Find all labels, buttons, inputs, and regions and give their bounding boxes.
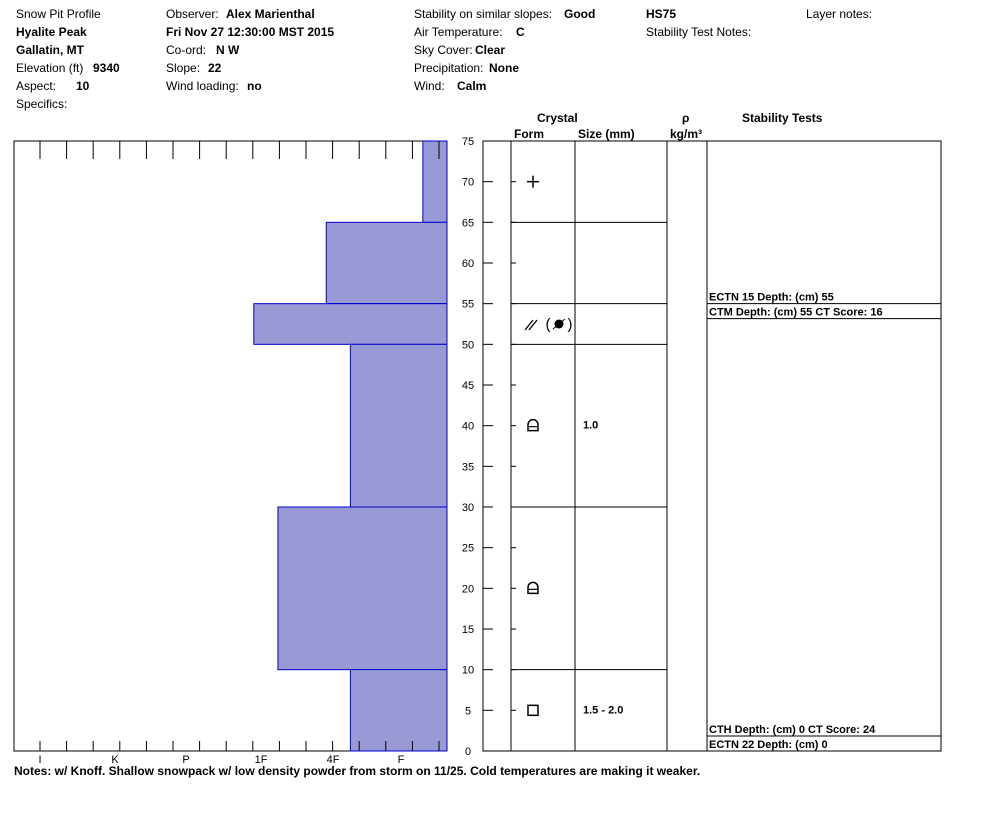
observer-label: Observer: bbox=[166, 7, 219, 21]
precipitation-value: None bbox=[489, 61, 519, 75]
precipitation-label: Precipitation: bbox=[414, 61, 484, 75]
hardness-bar-4 bbox=[277, 506, 448, 671]
region-name: Gallatin, MT bbox=[16, 43, 85, 57]
aspect-value: 10 bbox=[76, 79, 90, 93]
depth-tick-label-50: 50 bbox=[462, 339, 474, 351]
density-unit: kg/m³ bbox=[670, 127, 703, 141]
wind-value: Calm bbox=[457, 79, 487, 93]
grain-size-label-3: 1.0 bbox=[583, 420, 598, 432]
coord-label: Co-ord: bbox=[166, 43, 207, 57]
location-name: Hyalite Peak bbox=[16, 25, 87, 39]
hardness-label-1F: 1F bbox=[255, 754, 268, 766]
depth-tick-label-5: 5 bbox=[465, 705, 471, 717]
crystal-header: Crystal bbox=[537, 111, 578, 125]
hardness-label-F: F bbox=[398, 754, 405, 766]
hardness-label-P: P bbox=[182, 754, 189, 766]
depth-tick-label-55: 55 bbox=[462, 299, 474, 311]
stability-test-result: CTH Depth: (cm) 0 CT Score: 24 bbox=[709, 724, 876, 736]
depth-tick-label-45: 45 bbox=[462, 380, 474, 392]
surface-hoar-paren-right: ) bbox=[568, 316, 573, 333]
stability-label: Stability on similar slopes: bbox=[414, 7, 553, 21]
depth-tick-label-60: 60 bbox=[462, 258, 474, 270]
hardness-label-4F: 4F bbox=[327, 754, 340, 766]
faceted-square bbox=[527, 704, 539, 717]
hardness-label-K: K bbox=[111, 754, 119, 766]
depth-tick-label-35: 35 bbox=[462, 461, 474, 473]
depth-tick-label-75: 75 bbox=[462, 136, 474, 148]
hardness-bar-2 bbox=[253, 303, 448, 345]
hardness-bar-1 bbox=[325, 221, 448, 305]
slope-label: Slope: bbox=[166, 61, 201, 75]
hardness-bar-0 bbox=[422, 140, 448, 223]
surface-hoar-icon: () bbox=[524, 316, 573, 333]
stability-value: Good bbox=[564, 7, 596, 21]
specifics-label: Specifics: bbox=[16, 97, 68, 111]
hardness-label-I: I bbox=[38, 754, 41, 766]
profile-grid-frame bbox=[482, 140, 942, 752]
surface-hoar-stroke-2 bbox=[528, 319, 538, 331]
form-header: Form bbox=[514, 127, 544, 141]
plus-icon bbox=[527, 175, 539, 188]
depth-tick-label-20: 20 bbox=[462, 583, 474, 595]
depth-tick-label-70: 70 bbox=[462, 177, 474, 189]
observer-value: Alex Marienthal bbox=[226, 7, 315, 21]
depth-tick-label-0: 0 bbox=[465, 746, 471, 758]
density-header: ρ bbox=[682, 111, 690, 125]
stability-test-result: CTM Depth: (cm) 55 CT Score: 16 bbox=[709, 307, 883, 319]
observation-datetime: Fri Nov 27 12:30:00 MST 2015 bbox=[166, 25, 335, 39]
sky-cover-value: Clear bbox=[475, 43, 506, 57]
wind-label: Wind: bbox=[414, 79, 445, 93]
elevation-value: 9340 bbox=[93, 61, 120, 75]
coord-value: N W bbox=[216, 43, 240, 57]
stability-test-result: ECTN 22 Depth: (cm) 0 bbox=[709, 739, 828, 751]
notes-text: Notes: w/ Knoff. Shallow snowpack w/ low… bbox=[14, 764, 701, 778]
slope-value: 22 bbox=[208, 61, 222, 75]
layer-notes-label: Layer notes: bbox=[806, 7, 873, 21]
hardness-bar-3 bbox=[349, 343, 448, 508]
surface-hoar-stroke-1 bbox=[524, 319, 534, 331]
depth-hoar-icon bbox=[527, 581, 539, 595]
depth-tick-label-15: 15 bbox=[462, 624, 474, 636]
surface-hoar-slash bbox=[552, 318, 566, 330]
depth-hoar-outline bbox=[527, 418, 539, 432]
depth-tick-label-65: 65 bbox=[462, 217, 474, 229]
air-temp-value: C bbox=[516, 25, 525, 39]
depth-hoar-icon bbox=[527, 418, 539, 432]
surface-hoar-paren-left: ( bbox=[546, 316, 551, 333]
faceted-icon bbox=[527, 704, 539, 717]
depth-tick-label-40: 40 bbox=[462, 421, 474, 433]
profile-title: Snow Pit Profile bbox=[16, 7, 101, 21]
stability-tests-header: Stability Tests bbox=[742, 111, 823, 125]
hardness-bar-5 bbox=[349, 669, 448, 752]
depth-tick-label-25: 25 bbox=[462, 543, 474, 555]
stability-test-notes-label: Stability Test Notes: bbox=[646, 25, 752, 39]
wind-loading-value: no bbox=[247, 79, 262, 93]
wind-loading-label: Wind loading: bbox=[166, 79, 239, 93]
stability-test-result: ECTN 15 Depth: (cm) 55 bbox=[709, 292, 834, 304]
air-temp-label: Air Temperature: bbox=[414, 25, 503, 39]
depth-hoar-outline bbox=[527, 581, 539, 595]
aspect-label: Aspect: bbox=[16, 79, 57, 93]
sky-cover-label: Sky Cover: bbox=[414, 43, 473, 57]
depth-tick-label-30: 30 bbox=[462, 502, 474, 514]
elevation-label: Elevation (ft) bbox=[16, 61, 84, 75]
total-snow-height: HS75 bbox=[646, 7, 677, 21]
grain-size-label-5: 1.5 - 2.0 bbox=[583, 704, 623, 716]
size-header: Size (mm) bbox=[578, 127, 635, 141]
depth-tick-label-10: 10 bbox=[462, 665, 474, 677]
